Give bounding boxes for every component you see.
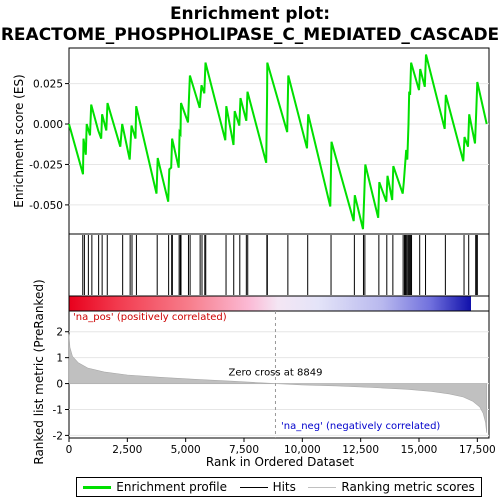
hits-panel (68, 233, 490, 297)
chart-title-line1: Enrichment plot: (170, 4, 330, 24)
legend-swatch-enrichment-profile (83, 485, 112, 489)
x-tick-label: 0 (66, 444, 73, 456)
hit-marks (82, 235, 478, 295)
legend-swatch-ranking-metric (308, 486, 337, 488)
legend-item-hits: Hits (239, 480, 296, 494)
positive-correlation-label: 'na_pos' (positively correlated) (73, 312, 227, 323)
es-y-tick-label: 0.025 (33, 79, 63, 91)
legend-label-hits: Hits (272, 480, 296, 494)
es-panel: 0.025 0.000 -0.025 -0.050 Enrichment score … (12, 47, 490, 235)
x-tick-label: 2,500 (112, 444, 142, 456)
legend-label-enrichment-profile: Enrichment profile (116, 480, 228, 494)
rank-color-bar (68, 295, 490, 312)
x-axis: 0 2,500 5,000 7,500 10,000 12,500 15,000 17,500 (66, 438, 496, 456)
zero-cross-label: Zero cross at 8849 (228, 368, 322, 379)
negative-correlation-label: 'na_neg' (negatively correlated) (281, 421, 440, 432)
metric-y-tick-label: 0 (56, 379, 63, 391)
x-tick-label: 7,500 (229, 444, 259, 456)
legend: Enrichment profile Hits Ranking metric s… (76, 477, 482, 497)
metric-y-tick-label: 2 (56, 327, 63, 339)
metric-y-axis-label: Ranked list metric (PreRanked) (32, 279, 46, 464)
legend-item-enrichment-profile: Enrichment profile (83, 480, 227, 494)
x-axis-label: Rank in Ordered Dataset (206, 455, 354, 469)
x-tick-label: 15,000 (401, 444, 438, 456)
x-tick-label: 17,500 (459, 444, 496, 456)
x-tick-label: 12,500 (342, 444, 379, 456)
x-tick-label: 10,000 (284, 444, 321, 456)
es-y-tick-label: 0.000 (33, 119, 63, 131)
legend-label-ranking-metric: Ranking metric scores (341, 480, 475, 494)
legend-swatch-hits (239, 486, 268, 488)
es-y-axis: 0.025 0.000 -0.025 -0.050 (29, 79, 69, 212)
es-y-tick-label: -0.050 (29, 200, 63, 212)
chart-title-line2: REACTOME_PHOSPHOLIPASE_C_MEDIATED_CASCAD… (1, 25, 499, 45)
ranking-metric-area (68, 334, 487, 433)
enrichment-profile-line (68, 54, 488, 230)
rank-gradient (69, 296, 471, 311)
metric-y-tick-label: -2 (53, 430, 63, 442)
metric-y-axis: 2 1 0 -1 -2 (53, 327, 69, 442)
metric-y-tick-label: 1 (56, 353, 63, 365)
es-y-axis-label: Enrichment score (ES) (12, 74, 26, 207)
legend-item-ranking-metric: Ranking metric scores (308, 480, 475, 494)
es-y-tick-label: -0.025 (29, 159, 63, 171)
x-tick-label: 5,000 (171, 444, 201, 456)
metric-panel: Zero cross at 8849 'na_pos' (positively … (32, 279, 496, 469)
metric-y-tick-label: -1 (53, 404, 63, 416)
